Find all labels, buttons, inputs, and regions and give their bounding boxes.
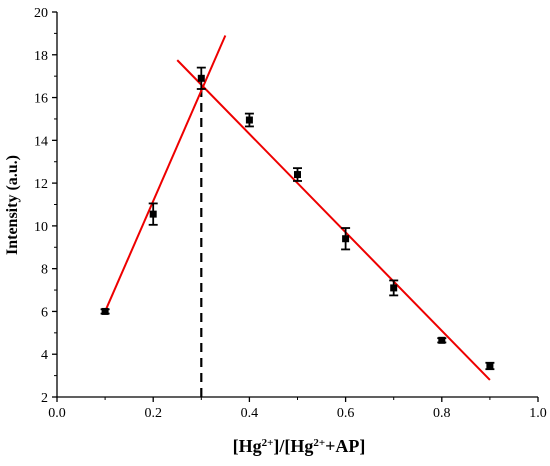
y-axis-title: Intensity (a.u.) [4, 155, 21, 255]
y-tick-label: 20 [34, 6, 48, 21]
data-point [294, 171, 301, 179]
plot-area [100, 35, 495, 397]
data-point [390, 284, 398, 292]
x-tick-label: 0.4 [241, 406, 259, 421]
y-tick-label: 10 [34, 220, 48, 235]
x-axis-title-part: ]/[Hg [273, 436, 313, 456]
fit-line-1 [104, 35, 227, 312]
x-axis-title-superscript: 2+ [262, 437, 274, 449]
axes: 0.0 0.2 0.4 0.6 0.8 1.0 2 4 6 8 10 12 14 16 18 20 [34, 6, 547, 421]
y-tick-label: 18 [34, 49, 48, 64]
y-tick-label: 12 [34, 177, 48, 192]
x-axis-title-part: +AP] [325, 436, 365, 456]
y-tick-label: 14 [34, 134, 48, 149]
data-point [342, 235, 350, 243]
y-tick-label: 16 [34, 92, 48, 107]
x-tick-label: 0.8 [433, 406, 451, 421]
data-point [486, 362, 494, 370]
x-tick-label: 0.6 [337, 406, 355, 421]
data-point [438, 336, 446, 344]
x-axis-title-superscript: 2+ [313, 437, 325, 449]
x-axis-title: [Hg2+]/[Hg2++AP] [233, 436, 366, 456]
data-point [245, 116, 253, 124]
data-point [149, 210, 157, 218]
y-tick-label: 4 [41, 348, 48, 363]
fit-line-2 [176, 59, 491, 381]
y-tick-label: 8 [41, 263, 48, 278]
data-point [197, 74, 205, 82]
x-axis-title-part: [Hg [233, 436, 262, 456]
y-tick-label: 6 [41, 305, 48, 320]
x-tick-label: 1.0 [529, 406, 547, 421]
y-tick-label: 2 [41, 391, 48, 406]
x-tick-label: 0.0 [48, 406, 66, 421]
data-point [101, 307, 109, 315]
x-tick-label: 0.2 [144, 406, 162, 421]
